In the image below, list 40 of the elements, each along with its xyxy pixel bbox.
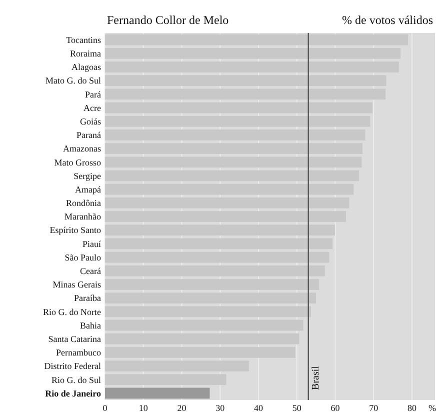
y-tick-label: Santa Catarina	[48, 334, 101, 344]
y-tick-label: Rio de Janeiro	[45, 388, 102, 398]
y-tick-label: Alagoas	[72, 62, 102, 72]
y-tick-label: Goiás	[80, 116, 102, 126]
y-tick-label: Distrito Federal	[44, 361, 102, 372]
y-tick-label: Pernambuco	[56, 348, 102, 358]
x-tick-label: 70	[369, 403, 379, 413]
x-tick-label: 60	[330, 403, 340, 413]
y-tick-label: Paraná	[76, 130, 101, 140]
y-tick-label: Espírito Santo	[50, 225, 102, 236]
x-tick-label: 80	[407, 403, 417, 413]
y-tick-label: Sergipe	[74, 170, 101, 181]
x-tick-label: 30	[216, 403, 226, 413]
y-tick-label: Amazonas	[63, 144, 102, 154]
y-tick-label: Rio G. do Norte	[43, 306, 101, 317]
y-tick-label: Minas Gerais	[52, 280, 102, 290]
x-axis-title: %	[428, 403, 436, 413]
x-tick-label: 20	[177, 403, 187, 413]
chart-title: Fernando Collor de Melo	[107, 13, 229, 27]
y-tick-label: Maranhão	[64, 212, 102, 222]
y-tick-label: São Paulo	[64, 252, 102, 262]
y-tick-label: Rondônia	[66, 198, 102, 208]
x-tick-label: 40	[254, 403, 264, 413]
chart-subtitle: % de votos válidos	[342, 13, 434, 27]
y-tick-label: Ceará	[80, 266, 102, 276]
y-tick-label: Rio G. do Sul	[51, 374, 102, 385]
y-tick-label: Acre	[84, 102, 101, 113]
x-tick-label: 50	[292, 403, 302, 413]
ref-line-label: Brasil	[310, 366, 322, 390]
y-tick-label: Roraima	[70, 48, 101, 59]
x-tick-label: 10	[138, 403, 148, 413]
y-tick-label: Bahia	[80, 320, 101, 330]
y-tick-label: Mato Grosso	[54, 157, 102, 168]
y-tick-label: Pará	[85, 89, 101, 100]
x-tick-label: 0	[102, 403, 108, 413]
y-tick-label: Paraíba	[74, 293, 101, 304]
y-tick-label: Mato G. do Sul	[45, 76, 102, 86]
y-tick-label: Tocantins	[66, 34, 102, 45]
y-tick-label: Piauí	[82, 238, 102, 249]
y-tick-label: Amapá	[75, 184, 101, 194]
